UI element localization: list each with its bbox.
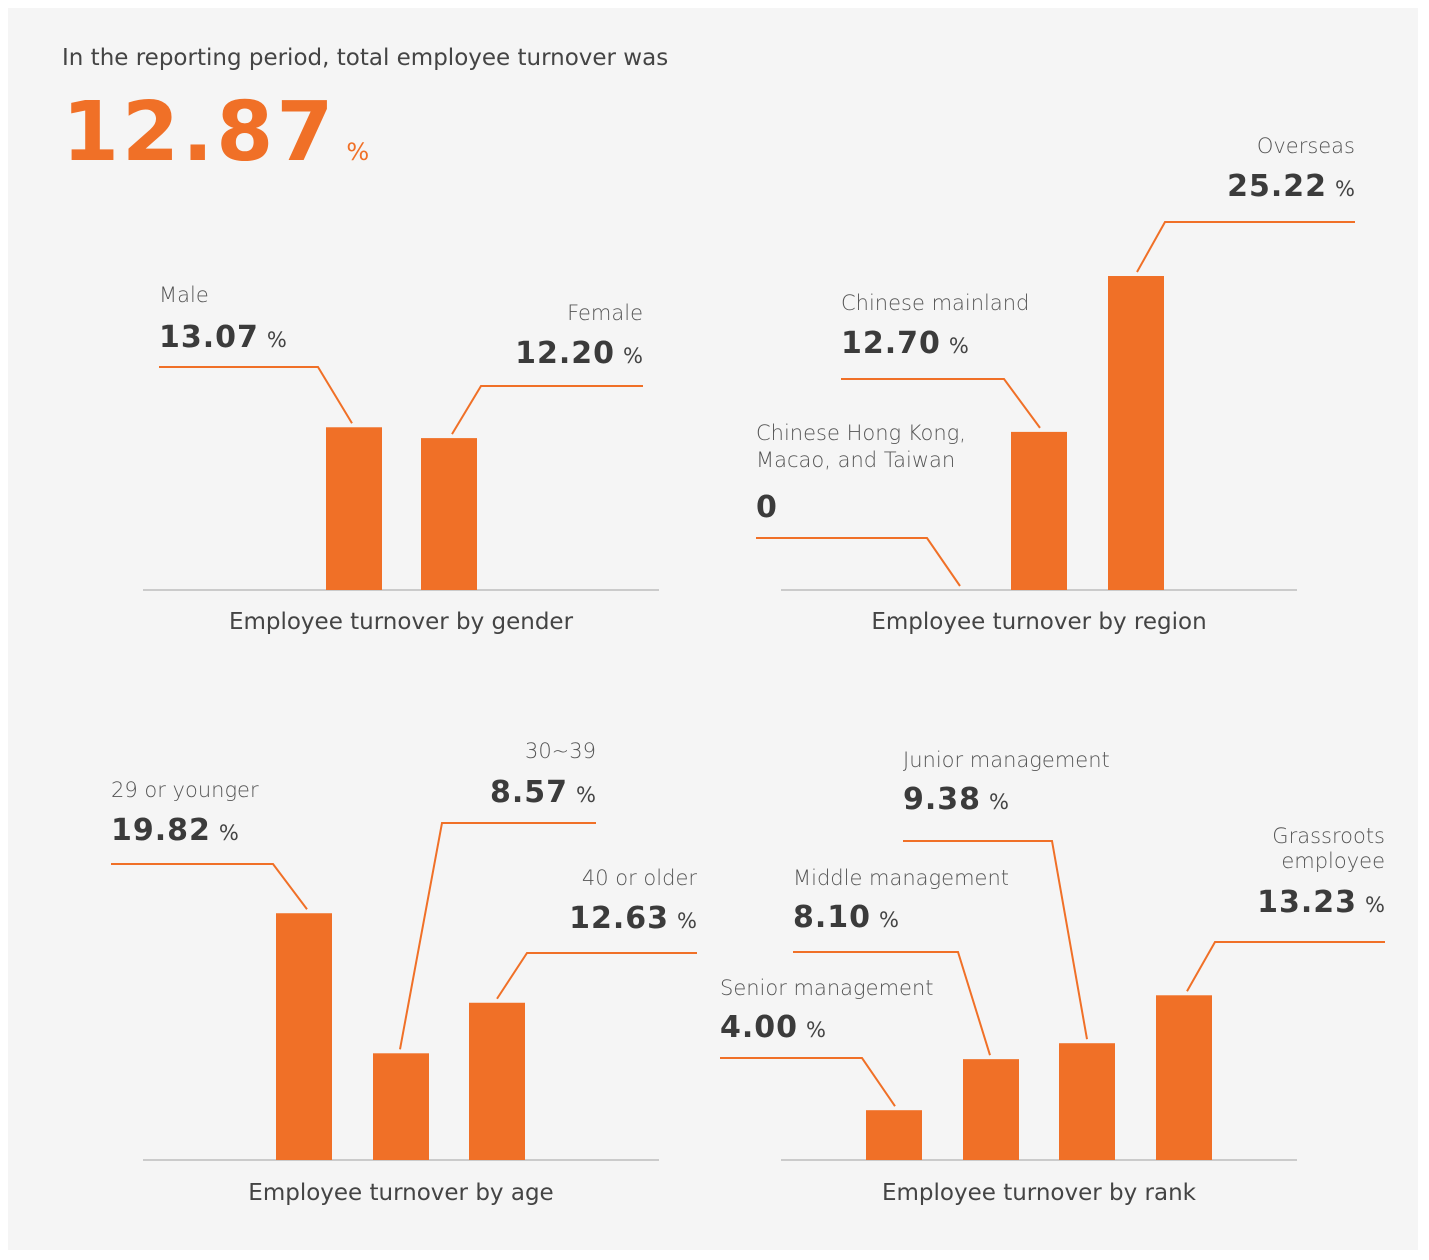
- value-text: 12.63: [569, 901, 670, 936]
- leader-line: [159, 366, 353, 424]
- value-label: 8.57%: [490, 775, 596, 813]
- value-label: 8.10%: [793, 900, 899, 938]
- category-label: Female: [567, 301, 643, 325]
- bar: [1011, 431, 1067, 590]
- leader-line: [841, 378, 1041, 429]
- bar: [469, 1002, 525, 1160]
- value-text: 0: [756, 490, 778, 525]
- value-text: 12.20: [515, 336, 616, 371]
- value-unit: %: [677, 909, 697, 933]
- value-label: 12.70%: [841, 326, 969, 364]
- leader-line: [1186, 941, 1385, 992]
- category-label: Chinese mainland: [841, 291, 1030, 315]
- bar: [866, 1110, 922, 1160]
- header-text: In the reporting period, total employee …: [62, 45, 669, 71]
- leader-line: [793, 951, 991, 1056]
- leader-line: [111, 863, 308, 910]
- bar: [373, 1053, 429, 1160]
- category-label: Overseas: [1256, 134, 1355, 158]
- leader-line: [720, 1057, 896, 1107]
- bar: [1156, 995, 1212, 1160]
- chart-title: Employee turnover by age: [248, 1180, 554, 1206]
- value-unit: %: [806, 1018, 826, 1042]
- category-label: Senior management: [720, 976, 934, 1000]
- total-value: 12.87: [62, 85, 337, 180]
- value-label: 12.20%: [515, 336, 643, 374]
- bar: [1108, 276, 1164, 590]
- category-label: Male: [159, 283, 209, 307]
- leader-line: [1136, 221, 1355, 273]
- value-unit: %: [989, 790, 1009, 814]
- value-label: 0: [756, 490, 778, 526]
- value-unit: %: [1365, 893, 1385, 917]
- bar: [276, 913, 332, 1160]
- chart-title: Employee turnover by rank: [881, 1180, 1196, 1206]
- bar: [326, 427, 382, 590]
- value-label: 25.22%: [1227, 169, 1355, 207]
- category-label: 40 or older: [581, 866, 697, 890]
- leader-line: [496, 952, 697, 1000]
- category-label: 30~39: [524, 739, 596, 763]
- value-text: 4.00: [720, 1010, 799, 1045]
- chart-title: Employee turnover by region: [871, 609, 1207, 635]
- value-unit: %: [948, 334, 969, 358]
- value-label: 19.82%: [111, 813, 239, 851]
- value-label: 13.07%: [159, 320, 287, 358]
- value-unit: %: [218, 821, 239, 845]
- category-label: Junior management: [903, 748, 1110, 772]
- value-unit: %: [266, 328, 287, 352]
- value-label: 9.38%: [903, 782, 1009, 820]
- value-label: 4.00%: [720, 1010, 826, 1048]
- category-label: Grassroots employee: [1272, 824, 1385, 873]
- header-value: 12.87%: [62, 88, 369, 197]
- value-label: 12.63%: [569, 901, 697, 939]
- value-unit: %: [1335, 177, 1355, 201]
- value-unit: %: [879, 908, 899, 932]
- category-label: 29 or younger: [111, 778, 259, 802]
- value-text: 12.70: [841, 326, 941, 361]
- bar: [1059, 1043, 1115, 1160]
- leader-line: [451, 385, 643, 435]
- bar: [963, 1059, 1019, 1160]
- value-label: 13.23%: [1257, 885, 1385, 923]
- value-text: 25.22: [1227, 169, 1328, 204]
- category-label: Middle management: [793, 866, 1009, 890]
- value-unit: %: [576, 783, 596, 807]
- category-label: Chinese Hong Kong, Macao, and Taiwan: [756, 421, 966, 472]
- leader-line: [399, 822, 596, 1050]
- leader-line: [903, 840, 1088, 1040]
- value-text: 13.23: [1257, 885, 1358, 920]
- total-unit: %: [346, 138, 370, 166]
- value-unit: %: [623, 344, 643, 368]
- chart-title: Employee turnover by gender: [228, 609, 574, 635]
- leader-line: [756, 537, 961, 587]
- value-text: 8.57: [490, 775, 569, 810]
- value-text: 8.10: [793, 900, 872, 935]
- value-text: 19.82: [111, 813, 211, 848]
- value-text: 13.07: [159, 320, 259, 355]
- value-text: 9.38: [903, 782, 982, 817]
- bar: [421, 438, 477, 590]
